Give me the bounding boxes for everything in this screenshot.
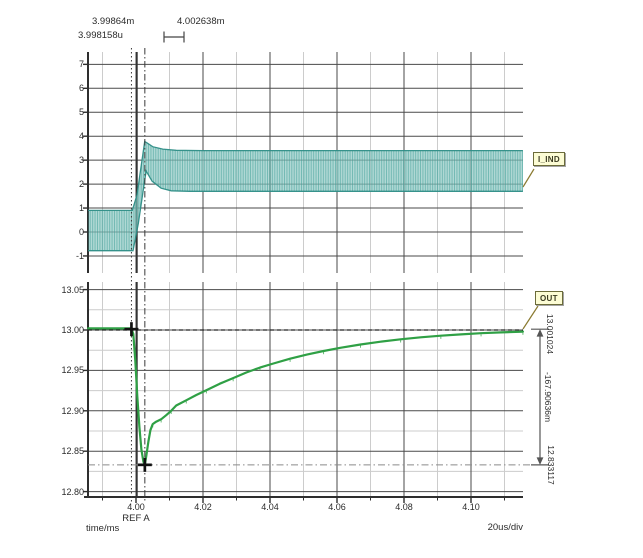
- cursor1-time-label: 3.99864m: [92, 16, 135, 27]
- top-ytick: 7: [78, 59, 84, 69]
- top-ytick: 5: [78, 107, 84, 117]
- ref-cursor-label: REF A: [122, 513, 150, 524]
- bottom-ytick: 12.90: [61, 406, 84, 416]
- top-ytick: 1: [78, 203, 84, 213]
- measure-delta-value: -167.90636m: [543, 371, 553, 423]
- top-ytick: 3: [78, 155, 84, 165]
- bottom-ytick: 12.95: [61, 365, 84, 375]
- measure-bottom-value: 12.833117: [546, 445, 556, 485]
- xtick: 4.06: [328, 502, 346, 512]
- top-ytick: 4: [78, 131, 84, 141]
- x-axis-unit-label: time/ms: [86, 523, 120, 534]
- xtick: 4.02: [194, 502, 212, 512]
- iind-lower-envelope: [88, 168, 523, 252]
- iind-label-pointer: [522, 168, 535, 188]
- cursor-delta-label: 3.998158u: [78, 30, 123, 41]
- dimension-arrow-up: [536, 329, 544, 337]
- top-ytick: 6: [78, 83, 84, 93]
- bottom-ytick: 12.85: [61, 446, 84, 456]
- xtick: 4.04: [261, 502, 279, 512]
- timebase-scale-label: 20us/div: [487, 522, 523, 533]
- top-ytick: 2: [78, 179, 84, 189]
- bottom-ytick: 12.80: [61, 487, 84, 497]
- xtick: 4.00: [127, 502, 145, 512]
- xtick: 4.10: [462, 502, 480, 512]
- xtick: 4.08: [395, 502, 413, 512]
- dimension-arrow-down: [536, 457, 544, 465]
- out-curve: [86, 327, 525, 466]
- top-ytick: -1: [75, 251, 84, 261]
- iind-upper-envelope: [88, 140, 523, 212]
- top-ytick: 0: [78, 227, 84, 237]
- bottom-ytick: 13.00: [61, 325, 84, 335]
- signal-label-iind[interactable]: I_IND: [533, 152, 565, 166]
- out-label-pointer: [522, 305, 539, 330]
- cursor2-time-label: 4.002638m: [177, 16, 225, 27]
- bottom-ytick: 13.05: [61, 285, 84, 295]
- signal-label-out[interactable]: OUT: [535, 291, 563, 305]
